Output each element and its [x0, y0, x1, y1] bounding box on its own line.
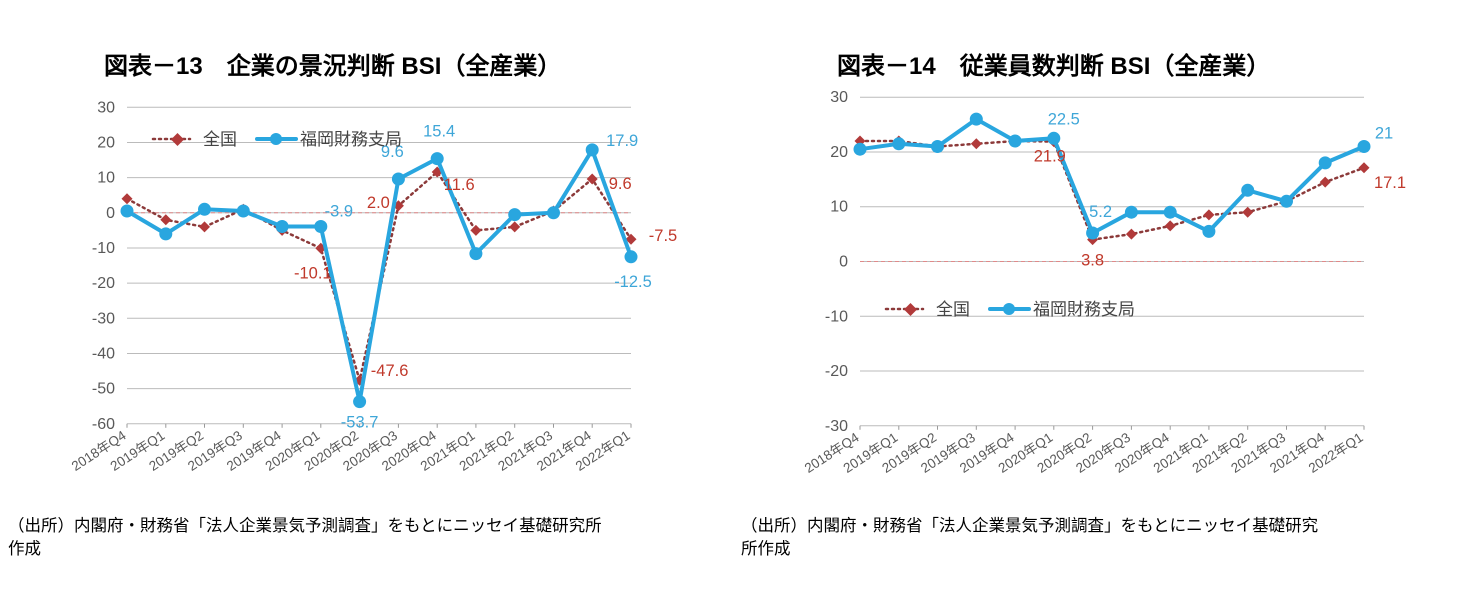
svg-text:30: 30 [830, 89, 848, 106]
svg-text:3.8: 3.8 [1081, 252, 1104, 270]
svg-text:15.4: 15.4 [423, 123, 455, 141]
svg-text:5.2: 5.2 [1089, 203, 1112, 221]
svg-text:-10: -10 [825, 308, 848, 325]
svg-text:-30: -30 [825, 418, 848, 435]
svg-text:-53.7: -53.7 [341, 414, 379, 432]
svg-text:20: 20 [830, 144, 848, 161]
svg-text:福岡財務支局: 福岡財務支局 [300, 130, 402, 149]
svg-text:全国: 全国 [203, 130, 237, 149]
svg-text:福岡財務支局: 福岡財務支局 [1033, 300, 1135, 319]
svg-text:0: 0 [839, 254, 848, 271]
svg-text:-3.9: -3.9 [325, 203, 353, 221]
svg-text:-60: -60 [92, 416, 115, 433]
svg-text:-7.5: -7.5 [649, 227, 677, 245]
svg-text:9.6: 9.6 [609, 175, 632, 193]
svg-text:30: 30 [97, 99, 115, 116]
svg-text:-30: -30 [92, 310, 115, 327]
svg-text:21.9: 21.9 [1034, 148, 1066, 166]
svg-text:-50: -50 [92, 381, 115, 398]
svg-text:10: 10 [97, 170, 115, 187]
svg-text:全国: 全国 [936, 300, 970, 319]
svg-text:-20: -20 [825, 363, 848, 380]
svg-text:20: 20 [97, 135, 115, 152]
svg-text:17.1: 17.1 [1374, 174, 1406, 192]
svg-text:22.5: 22.5 [1048, 110, 1080, 128]
svg-text:-20: -20 [92, 275, 115, 292]
svg-text:-10: -10 [92, 240, 115, 257]
svg-text:10: 10 [830, 199, 848, 216]
svg-text:-47.6: -47.6 [371, 362, 409, 380]
svg-text:17.9: 17.9 [606, 132, 638, 150]
svg-text:21: 21 [1375, 125, 1393, 143]
svg-text:-40: -40 [92, 346, 115, 363]
svg-text:-10.1: -10.1 [294, 264, 332, 282]
svg-text:2.0: 2.0 [367, 194, 390, 212]
svg-text:11.6: 11.6 [444, 176, 475, 194]
svg-text:-12.5: -12.5 [614, 273, 652, 291]
svg-text:0: 0 [106, 205, 115, 222]
